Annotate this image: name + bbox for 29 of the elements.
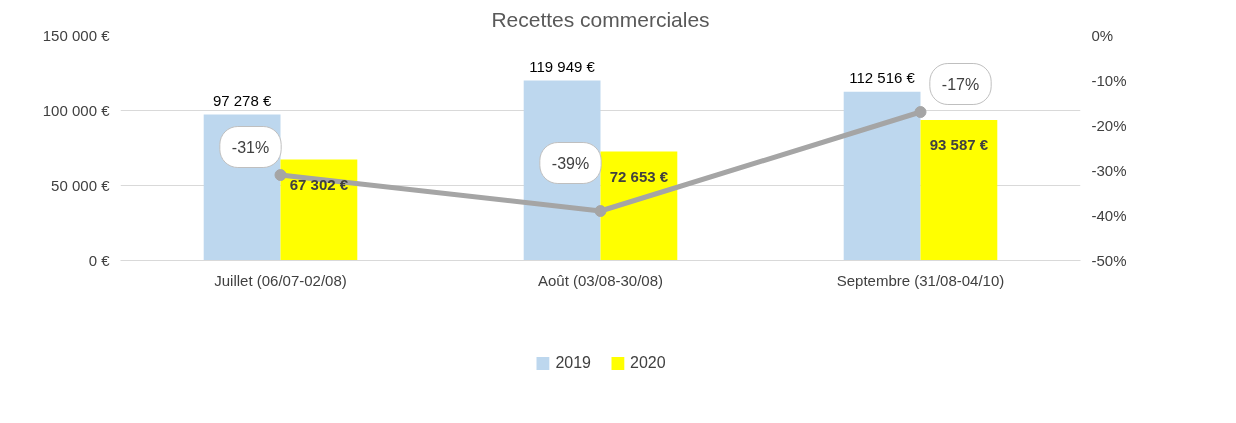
point (914, 106, 927, 118)
x-tick-label: Septembre (31/08-04/10) (836, 271, 1005, 289)
data-label: -31% (231, 138, 270, 156)
y-tick-label: 100 000 € (42, 102, 111, 119)
x-tick-label: Août (03/08-30/08) (537, 271, 664, 289)
y-tick-label: 0 € (88, 252, 111, 269)
data-label: -17% (941, 75, 980, 93)
data-label: 97 278 € (212, 91, 272, 109)
y-tick-label: 50 000 € (51, 177, 111, 194)
x-tick-label: Juillet (06/07-02/08) (214, 271, 347, 289)
bar (920, 120, 998, 261)
legend-label: 2020 (630, 354, 666, 372)
data-label: -39% (551, 154, 590, 172)
chart-title: Recettes commerciales (491, 7, 710, 31)
data-label: 72 653 € (609, 167, 669, 185)
y2-tick-label: -10% (1091, 72, 1127, 89)
y2-tick-label: -30% (1091, 162, 1127, 179)
y2-tick-label: -50% (1091, 252, 1127, 269)
y-tick-label: 150 000 € (42, 27, 111, 44)
y2-tick-label: 0% (1091, 27, 1114, 44)
point (274, 169, 287, 181)
bar (843, 91, 921, 261)
y2-tick-label: -40% (1091, 207, 1127, 224)
data-label: 93 587 € (929, 136, 989, 154)
legend-label: 2019 (555, 354, 591, 372)
data-label: 112 516 € (849, 68, 916, 86)
point (594, 205, 607, 217)
y2-tick-label: -20% (1091, 117, 1127, 134)
data-label: 119 949 € (529, 57, 596, 75)
